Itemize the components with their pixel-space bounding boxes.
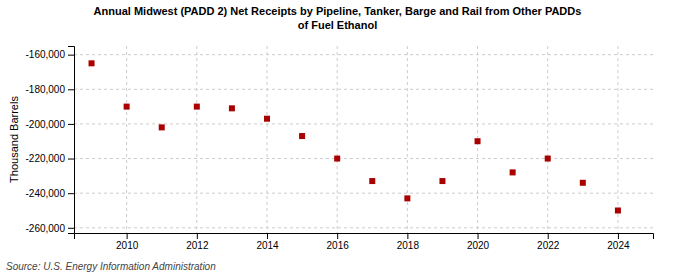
point — [264, 116, 270, 122]
point — [439, 178, 445, 184]
point — [229, 105, 235, 111]
point — [615, 207, 621, 213]
y-tick: -240,000 — [26, 188, 74, 199]
annotation: Source: U.S. Energy Information Administ… — [6, 261, 216, 272]
title-line: of Fuel Ethanol — [298, 19, 377, 31]
point — [194, 104, 200, 110]
y-axis-label: Thousand Barrels — [8, 96, 20, 183]
point — [475, 138, 481, 144]
tick-label: 2018 — [397, 240, 420, 251]
x-tick: 2018 — [397, 233, 420, 251]
tick-mark — [68, 193, 74, 194]
tick-mark — [337, 233, 338, 239]
grid-line — [337, 46, 338, 233]
tick-mark — [68, 89, 74, 90]
tick-mark — [68, 228, 74, 229]
tick-mark — [548, 233, 549, 239]
tick-label: 2010 — [116, 240, 139, 251]
y-tick: -200,000 — [26, 119, 74, 130]
tick-mark — [407, 233, 408, 239]
x-tick: 2022 — [537, 233, 560, 251]
title: Annual Midwest (PADD 2) Net Receipts by … — [94, 5, 582, 31]
tick-mark — [68, 124, 74, 125]
grid-line — [617, 46, 618, 233]
grid — [74, 46, 653, 233]
grid-line — [74, 123, 653, 124]
tick-label: -200,000 — [26, 119, 66, 130]
point — [124, 104, 130, 110]
point — [369, 178, 375, 184]
x-tick: 2014 — [256, 233, 279, 251]
point — [545, 156, 551, 162]
tick-label: -240,000 — [26, 188, 66, 199]
axis-line — [75, 234, 654, 240]
tick-label: 2022 — [537, 240, 560, 251]
x-tick: 2016 — [327, 233, 350, 251]
grid-line — [74, 89, 653, 90]
x-tick: 2010 — [116, 233, 139, 251]
y-tick: -220,000 — [26, 153, 74, 164]
grid-line — [74, 227, 653, 228]
tick-label: 2014 — [256, 240, 279, 251]
grid-line — [196, 46, 197, 233]
axis-line — [68, 47, 75, 234]
tick-label: -260,000 — [26, 223, 66, 234]
grid-line — [267, 46, 268, 233]
tick-mark — [618, 233, 619, 239]
point — [89, 60, 95, 66]
tick-label: -220,000 — [26, 153, 66, 164]
x-axis: 2010 2012 2014 2016 2018 2020 2022 2024 — [75, 233, 654, 251]
x-tick: 2020 — [467, 233, 490, 251]
y-axis: -260,000 -240,000 -220,000 -200,000 -180,000… — [26, 47, 75, 234]
grid-line — [547, 46, 548, 233]
y-tick: -160,000 — [26, 49, 74, 60]
tick-label: -160,000 — [26, 49, 66, 60]
tick-mark — [68, 159, 74, 160]
y-tick: -260,000 — [26, 223, 74, 234]
plot: 2010 2012 2014 2016 2018 2020 2022 2024 -260,000… — [26, 46, 654, 251]
point — [580, 180, 586, 186]
tick-mark — [267, 233, 268, 239]
y-tick: -180,000 — [26, 84, 74, 95]
points — [89, 60, 621, 213]
grid-line — [126, 46, 127, 233]
x-tick: 2012 — [186, 233, 209, 251]
chart: Annual Midwest (PADD 2) Net Receipts by … — [0, 0, 675, 275]
tick-label: 2024 — [607, 240, 630, 251]
point — [159, 124, 165, 130]
grid-line — [74, 158, 653, 159]
tick-mark — [127, 233, 128, 239]
grid-line — [407, 46, 408, 233]
title-line: Annual Midwest (PADD 2) Net Receipts by … — [94, 5, 582, 17]
tick-mark — [68, 55, 74, 56]
tick-mark — [197, 233, 198, 239]
grid-line — [74, 193, 653, 194]
tick-mark — [478, 233, 479, 239]
tick-label: -180,000 — [26, 84, 66, 95]
point — [510, 169, 516, 175]
point — [404, 195, 410, 201]
point — [299, 133, 305, 139]
point — [334, 156, 340, 162]
x-tick: 2024 — [607, 233, 630, 251]
tick-label: 2020 — [467, 240, 490, 251]
grid-line — [74, 54, 653, 55]
tick-label: 2012 — [186, 240, 209, 251]
tick-label: 2016 — [327, 240, 350, 251]
